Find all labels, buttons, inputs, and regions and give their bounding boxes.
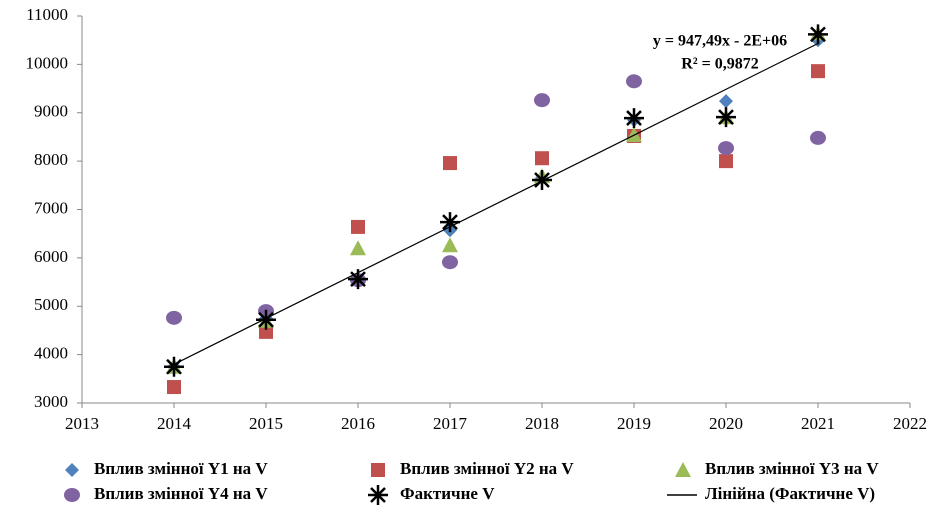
point — [259, 324, 273, 339]
x-tick-label: 2016 — [341, 414, 375, 433]
x-tick-label: 2017 — [433, 414, 468, 433]
trend-equation: y = 947,49x - 2E+06 — [653, 33, 787, 50]
trend-line — [173, 42, 819, 365]
point — [442, 255, 458, 270]
point — [626, 74, 642, 89]
legend-marker — [65, 463, 79, 477]
y-tick-label: 6000 — [34, 247, 68, 266]
legend-marker — [371, 463, 385, 477]
point — [164, 356, 184, 377]
y-tick-label: 9000 — [34, 102, 68, 121]
point — [166, 310, 182, 325]
legend-label: Вплив змінної Y3 на V — [705, 459, 879, 478]
trend-r2: R² = 0,9872 — [681, 56, 758, 73]
y-tick-label: 11000 — [26, 5, 68, 24]
y-tick-label: 4000 — [34, 344, 68, 363]
x-tick-label: 2013 — [65, 414, 99, 433]
legend-label: Вплив змінної Y4 на V — [94, 484, 268, 503]
legend-marker — [368, 485, 388, 505]
legend-marker — [64, 488, 80, 502]
x-tick-label: 2019 — [617, 414, 651, 433]
x-tick-label: 2021 — [801, 414, 835, 433]
y-tick-label: 3000 — [34, 392, 68, 411]
point — [624, 108, 644, 129]
point — [348, 269, 368, 290]
point — [443, 156, 457, 171]
point — [811, 64, 825, 79]
point — [534, 93, 550, 108]
point — [167, 380, 181, 395]
y-tick-label: 7000 — [34, 198, 68, 217]
y-tick-label: 5000 — [34, 295, 68, 314]
y-tick-label: 10000 — [26, 53, 69, 72]
point — [442, 237, 458, 253]
point — [716, 107, 736, 128]
legend-label: Вплив змінної Y1 на V — [94, 459, 268, 478]
point — [440, 212, 460, 233]
point — [532, 169, 552, 190]
point — [808, 24, 828, 45]
x-tick-label: 2022 — [893, 414, 927, 433]
point — [719, 154, 733, 169]
legend-label: Лінійна (Фактичне V) — [705, 484, 875, 503]
point — [256, 309, 276, 330]
point — [350, 240, 366, 256]
point — [718, 141, 734, 156]
x-tick-label: 2014 — [157, 414, 192, 433]
x-tick-label: 2020 — [709, 414, 743, 433]
legend-label: Вплив змінної Y2 на V — [400, 459, 574, 478]
x-tick-label: 2018 — [525, 414, 559, 433]
point — [535, 151, 549, 166]
point — [810, 130, 826, 145]
y-tick-label: 8000 — [34, 150, 68, 169]
legend-label: Фактичне V — [400, 484, 495, 503]
x-tick-label: 2015 — [249, 414, 283, 433]
point — [351, 219, 365, 234]
legend-marker — [675, 462, 691, 477]
point — [719, 94, 733, 109]
